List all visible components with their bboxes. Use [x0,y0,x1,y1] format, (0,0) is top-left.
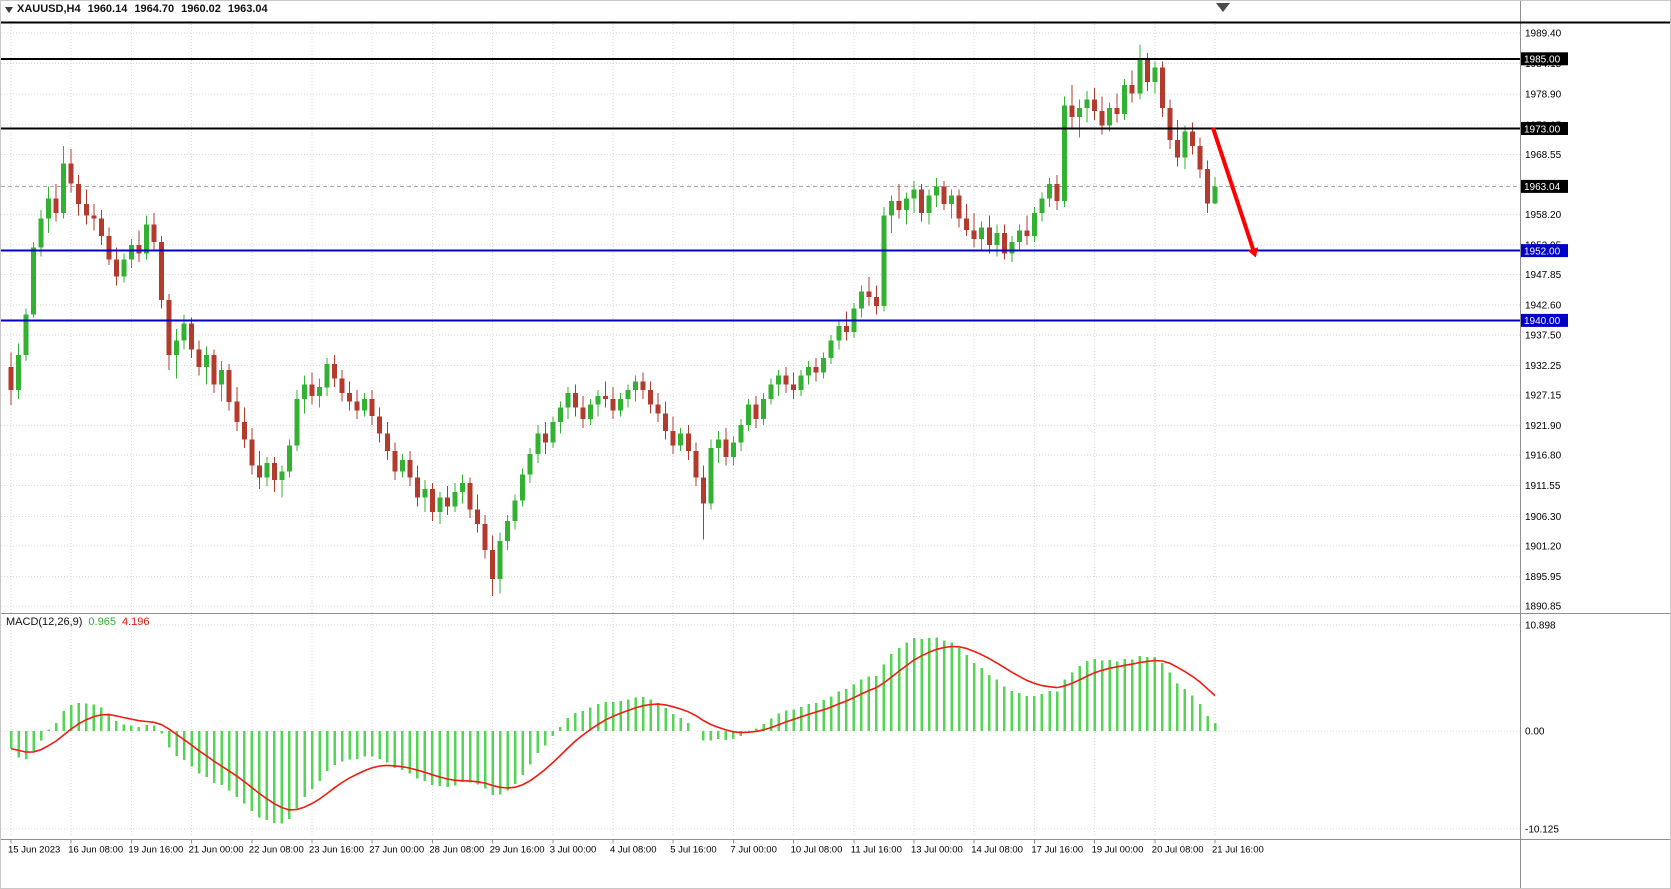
svg-text:28 Jun 08:00: 28 Jun 08:00 [429,845,484,856]
svg-text:1901.20: 1901.20 [1525,541,1562,552]
svg-text:23 Jun 16:00: 23 Jun 16:00 [309,845,364,856]
svg-text:1895.95: 1895.95 [1525,572,1562,583]
drawn-levels [1,21,1670,322]
svg-text:1942.60: 1942.60 [1525,301,1562,312]
svg-text:1890.85: 1890.85 [1525,602,1562,613]
svg-text:1906.30: 1906.30 [1525,512,1562,523]
time-axis-labels: 15 Jun 2023 16 Jun 08:00 19 Jun 16:00 21 Ju… [8,839,1264,856]
svg-text:21 Jul 16:00: 21 Jul 16:00 [1212,845,1264,856]
ohlc-open: 1960.14 [87,3,128,15]
svg-text:10 Jul 08:00: 10 Jul 08:00 [791,845,843,856]
svg-text:0.00: 0.00 [1525,726,1545,737]
svg-text:1958.20: 1958.20 [1525,210,1562,221]
svg-text:11 Jul 16:00: 11 Jul 16:00 [851,845,902,856]
svg-text:21 Jun 00:00: 21 Jun 00:00 [189,845,244,856]
svg-text:7 Jul 00:00: 7 Jul 00:00 [730,845,776,856]
svg-text:17 Jul 16:00: 17 Jul 16:00 [1031,845,1083,856]
macd-signal-value: 4.196 [121,616,150,628]
svg-text:1927.15: 1927.15 [1525,391,1562,402]
price-badge: 1973.00 [1521,122,1568,135]
svg-text:1916.80: 1916.80 [1525,451,1562,462]
chart-shift-marker[interactable] [1216,3,1230,12]
svg-text:29 Jun 16:00: 29 Jun 16:00 [490,845,545,856]
svg-text:1921.90: 1921.90 [1525,421,1562,432]
svg-text:1963.04: 1963.04 [1524,182,1561,193]
svg-text:22 Jun 08:00: 22 Jun 08:00 [249,845,304,856]
symbol-period-label: XAUUSD,H4 [17,3,81,15]
price-axis-background[interactable] [1520,1,1671,889]
svg-text:14 Jul 08:00: 14 Jul 08:00 [971,845,1023,856]
svg-text:20 Jul 08:00: 20 Jul 08:00 [1152,845,1204,856]
svg-text:19 Jun 16:00: 19 Jun 16:00 [128,845,183,856]
svg-text:27 Jun 00:00: 27 Jun 00:00 [369,845,424,856]
svg-text:10.898: 10.898 [1525,620,1556,631]
chart-dropdown-icon[interactable] [5,7,13,13]
macd-histogram [9,637,1217,824]
svg-text:1940.00: 1940.00 [1524,316,1561,327]
svg-text:1973.00: 1973.00 [1524,124,1561,135]
svg-text:15 Jun 2023: 15 Jun 2023 [8,845,60,856]
svg-text:1978.90: 1978.90 [1525,90,1562,101]
symbol-ohlc-header: XAUUSD,H4 1960.14 1964.70 1960.02 1963.04 [17,3,275,15]
svg-text:1932.25: 1932.25 [1525,361,1562,372]
macd-indicator-header: MACD(12,26,9) 0.965 4.196 [6,616,149,628]
svg-text:3 Jul 00:00: 3 Jul 00:00 [550,845,596,856]
svg-text:5 Jul 16:00: 5 Jul 16:00 [670,845,716,856]
ohlc-low: 1960.02 [181,3,221,15]
svg-text:1952.00: 1952.00 [1524,246,1561,257]
svg-text:16 Jun 08:00: 16 Jun 08:00 [68,845,123,856]
ohlc-high: 1964.70 [134,3,175,15]
svg-text:1947.85: 1947.85 [1525,270,1562,281]
svg-text:1989.40: 1989.40 [1525,29,1562,40]
svg-text:1985.00: 1985.00 [1524,55,1561,66]
price-badge: 1985.00 [1521,52,1568,66]
trend-arrow[interactable] [1211,127,1259,258]
price-badge: 1963.04 [1521,179,1568,193]
svg-text:19 Jul 00:00: 19 Jul 00:00 [1092,845,1144,856]
macd-signal-line [10,645,1216,811]
svg-text:4 Jul 08:00: 4 Jul 08:00 [610,845,656,856]
svg-text:1968.55: 1968.55 [1525,150,1562,161]
macd-main-value: 0.965 [88,616,116,628]
price-badge: 1952.00 [1521,244,1568,257]
svg-text:1911.55: 1911.55 [1525,481,1561,492]
grid [1,21,1520,835]
price-badge: 1940.00 [1521,313,1568,327]
svg-text:1937.50: 1937.50 [1525,330,1562,341]
ohlc-close: 1963.04 [227,3,268,15]
svg-text:13 Jul 00:00: 13 Jul 00:00 [911,845,963,856]
candlestick-series [8,44,1218,596]
macd-indicator-label: MACD(12,26,9) [6,616,83,628]
svg-text:-10.125: -10.125 [1525,825,1559,836]
